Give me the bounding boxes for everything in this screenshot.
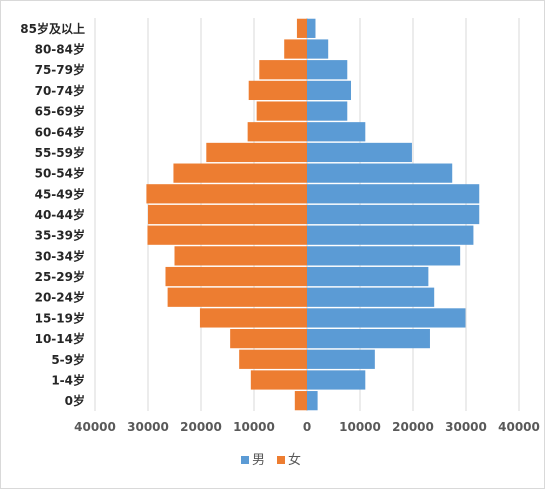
- x-tick-label: 10000: [233, 420, 275, 434]
- bar-male: [307, 101, 348, 121]
- category-label: 65-69岁: [35, 104, 85, 119]
- bar-female: [247, 122, 307, 142]
- bar-female: [256, 101, 307, 121]
- category-label: 0岁: [65, 393, 85, 408]
- bar-male: [307, 246, 461, 266]
- bar-male: [307, 142, 412, 163]
- bar-female: [167, 287, 307, 307]
- bar-male: [307, 328, 430, 349]
- legend-label: 男: [252, 453, 265, 468]
- bar-female: [296, 18, 307, 38]
- bar-male: [307, 225, 474, 245]
- category-label: 15-19岁: [35, 310, 85, 325]
- category-label: 1-4岁: [51, 372, 85, 387]
- category-label: 45-49岁: [35, 186, 85, 201]
- bar-female: [173, 163, 307, 183]
- category-label: 50-54岁: [35, 166, 85, 181]
- category-label: 55-59岁: [35, 145, 85, 160]
- bar-female: [174, 246, 307, 266]
- bar-male: [307, 60, 348, 80]
- category-label: 70-74岁: [35, 83, 85, 98]
- bar-male: [307, 184, 480, 204]
- category-label: 25-29岁: [35, 269, 85, 284]
- x-tick-labels: 40000 30000 20000 10000 0 10000 20000 30000 4000…: [74, 420, 540, 434]
- bar-male: [307, 204, 480, 225]
- bar-male: [307, 122, 366, 142]
- legend: 男女: [241, 452, 301, 468]
- x-tick-label: 30000: [127, 420, 169, 434]
- x-tick-label: 20000: [180, 420, 222, 434]
- bar-male: [307, 308, 466, 328]
- x-tick-label: 0: [303, 420, 311, 434]
- bar-female: [259, 60, 307, 80]
- bar-female: [230, 328, 307, 349]
- category-label: 10-14岁: [35, 331, 85, 346]
- bar-female: [284, 39, 307, 59]
- bar-female: [147, 225, 307, 245]
- category-label: 35-39岁: [35, 228, 85, 243]
- bar-male: [307, 80, 351, 101]
- bar-female: [148, 204, 307, 225]
- category-label: 20-24岁: [35, 290, 85, 305]
- legend-swatch: [277, 456, 285, 464]
- category-label: 40-44岁: [35, 207, 85, 222]
- category-label: 85岁及以上: [20, 21, 85, 36]
- legend-label: 女: [288, 452, 301, 468]
- legend-swatch: [241, 456, 249, 464]
- x-tick-label: 20000: [392, 420, 434, 434]
- bars: [146, 18, 480, 411]
- category-label: 5-9岁: [51, 352, 85, 367]
- bar-male: [307, 163, 453, 183]
- bar-male: [307, 370, 366, 390]
- bar-female: [206, 142, 307, 163]
- category-label: 30-34岁: [35, 248, 85, 263]
- category-label: 75-79岁: [35, 62, 85, 77]
- x-tick-label: 30000: [445, 420, 487, 434]
- bar-female: [250, 370, 307, 390]
- bar-female: [146, 184, 307, 204]
- x-tick-label: 10000: [339, 420, 381, 434]
- category-labels: 85岁及以上 80-84岁 75-79岁 70-74岁 65-69岁 60-64岁 55-5…: [20, 21, 85, 408]
- bar-male: [307, 18, 316, 38]
- bar-male: [307, 391, 318, 411]
- bar-male: [307, 266, 429, 287]
- bar-female: [248, 80, 307, 101]
- bar-female: [165, 266, 307, 287]
- x-tick-label: 40000: [74, 420, 116, 434]
- bar-male: [307, 349, 375, 369]
- x-tick-label: 40000: [498, 420, 540, 434]
- category-label: 60-64岁: [35, 124, 85, 139]
- bar-male: [307, 39, 329, 59]
- bar-male: [307, 287, 435, 307]
- bar-female: [199, 308, 307, 328]
- bar-female: [294, 391, 307, 411]
- category-label: 80-84岁: [35, 42, 85, 57]
- bar-female: [239, 349, 307, 369]
